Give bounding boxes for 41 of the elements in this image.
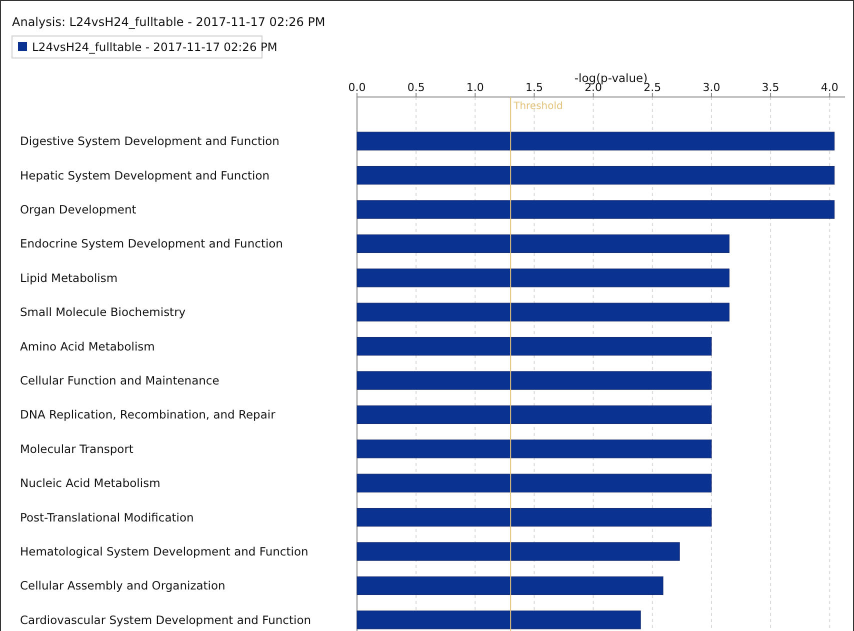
bar xyxy=(356,542,680,561)
x-tick-label: 0.0 xyxy=(348,81,366,94)
y-tick-label: Organ Development xyxy=(20,202,137,216)
bar xyxy=(356,405,712,424)
x-tick-label: 1.5 xyxy=(525,81,543,94)
y-tick-label: Hepatic System Development and Function xyxy=(20,168,270,182)
x-tick-label: 2.5 xyxy=(644,81,662,94)
y-tick-label: Endocrine System Development and Function xyxy=(20,236,283,251)
bar xyxy=(356,440,712,458)
bar xyxy=(356,200,835,219)
bar xyxy=(356,474,712,492)
x-tick-label: 3.0 xyxy=(702,81,720,94)
text: Analysis: L24vsH24_fulltable - 2017-11-17 02:26 PM xyxy=(12,15,326,29)
y-tick-label: Hematological System Development and Function xyxy=(20,544,308,558)
x-tick-label: 0.5 xyxy=(407,81,425,94)
y-tick-label: Molecular Transport xyxy=(20,442,134,456)
bar xyxy=(356,371,712,390)
y-tick-label: Post-Translational Modification xyxy=(20,510,194,524)
bar xyxy=(356,234,730,254)
bar xyxy=(356,508,712,527)
x-tick-label: 1.0 xyxy=(466,81,484,94)
ref-line-label: Threshold xyxy=(512,101,563,112)
x-tick-label: 3.5 xyxy=(762,81,780,94)
bar xyxy=(356,302,730,322)
y-tick-label: Small Molecule Biochemistry xyxy=(20,305,186,320)
y-tick-label: Cellular Assembly and Organization xyxy=(20,578,226,593)
y-tick-label: Amino Acid Metabolism xyxy=(20,339,155,354)
y-tick-label: Cardiovascular System Development and Function xyxy=(20,612,312,627)
y-tick-label: DNA Replication, Recombination, and Repair xyxy=(20,408,276,422)
y-tick-label: Lipid Metabolism xyxy=(20,270,118,285)
y-tick-label: Nucleic Acid Metabolism xyxy=(20,476,160,490)
bar xyxy=(356,336,712,356)
y-tick-label: Digestive System Development and Function xyxy=(20,134,280,148)
bar xyxy=(356,132,835,150)
x-tick-label: 4.0 xyxy=(820,81,838,94)
bar xyxy=(356,166,835,185)
bar xyxy=(356,576,664,596)
legend-label: L24vsH24_fulltable - 2017-11-17 02:26 PM xyxy=(32,40,278,54)
bar xyxy=(356,610,641,630)
bar xyxy=(356,268,730,288)
y-tick-label: Cellular Function and Maintenance xyxy=(20,374,220,388)
